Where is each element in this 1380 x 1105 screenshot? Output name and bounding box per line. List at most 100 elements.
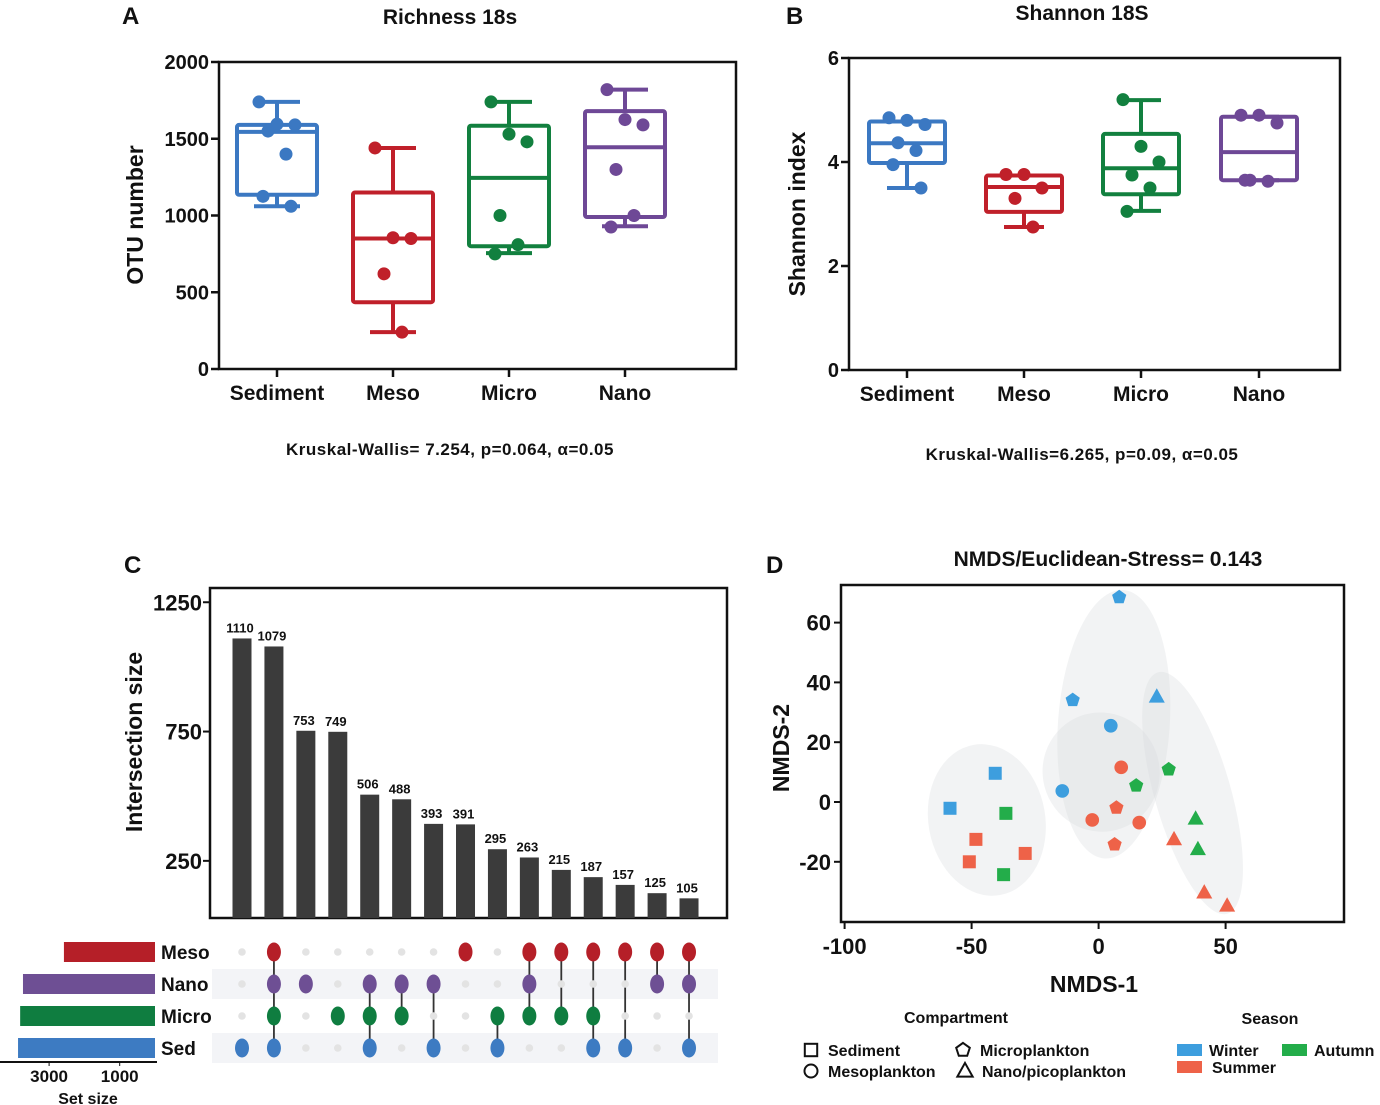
marker-square	[969, 832, 983, 846]
data-point	[368, 141, 382, 155]
marker-square	[988, 766, 1002, 780]
confidence-ellipse	[927, 744, 1046, 896]
marker-circle	[1114, 760, 1129, 775]
matrix-dot-filled	[618, 942, 633, 962]
matrix-dot-filled	[490, 1006, 505, 1026]
matrix-dot-empty	[365, 948, 374, 956]
data-point	[1152, 155, 1166, 169]
panel-b-title: Shannon 18S	[1015, 2, 1148, 25]
bar-value-label: 125	[644, 875, 666, 890]
matrix-dot-filled	[586, 1038, 601, 1058]
y-tick-label: 20	[807, 730, 831, 755]
data-point	[1270, 116, 1284, 130]
data-point	[284, 199, 298, 213]
confidence-ellipse	[1142, 671, 1243, 915]
matrix-dot-filled	[426, 1038, 441, 1058]
bar-value-label: 393	[421, 806, 443, 821]
panel-d-points	[943, 589, 1236, 912]
data-point	[502, 127, 516, 141]
marker-square	[943, 801, 957, 815]
marker-pentagon	[1107, 837, 1122, 851]
panel-label-a: A	[122, 3, 139, 30]
box-iqr	[984, 173, 1064, 214]
plot-frame	[839, 583, 1346, 924]
matrix-dot-empty	[333, 980, 342, 988]
intersection-bar	[487, 849, 507, 918]
marker-pentagon	[1112, 589, 1127, 604]
data-point	[493, 209, 507, 222]
matrix-dot-filled	[266, 1006, 281, 1026]
intersection-bar	[615, 884, 635, 918]
intersection-bar	[647, 893, 667, 918]
panel-b-y-axis-label: Shannon index	[784, 131, 810, 296]
panel-d-plot-area	[839, 583, 1346, 924]
x-tick-label: Meso	[366, 382, 420, 405]
x-tick-label: Meso	[997, 383, 1051, 406]
marker-triangle	[955, 1060, 975, 1078]
bar-value-label: 187	[580, 859, 602, 874]
panel-a-title: Richness 18s	[383, 6, 517, 29]
intersection-bar	[456, 824, 476, 918]
legend-season-swatch	[1177, 1044, 1202, 1056]
matrix-dot-filled	[650, 942, 665, 962]
x-tick-label: -100	[823, 934, 867, 959]
intersection-bar	[264, 646, 284, 918]
data-point	[918, 118, 932, 132]
panel-d-x-ticks: -100 -50 0 50	[823, 922, 1238, 959]
matrix-dot-filled	[586, 942, 601, 962]
matrix-dot-filled	[522, 1006, 537, 1026]
box-iqr	[351, 190, 435, 305]
bar-value-label: 215	[548, 852, 570, 867]
marker-square	[1018, 846, 1032, 860]
matrix-dot-filled	[235, 1038, 249, 1058]
box-micro	[467, 95, 551, 261]
bar-value-label: 263	[517, 839, 539, 854]
legend-compartment-label: Microplankton	[980, 1043, 1089, 1060]
marker-pentagon	[1065, 692, 1080, 707]
x-tick-label: 50	[1213, 934, 1237, 959]
marker-triangle	[1148, 688, 1165, 703]
panel-d-ellipses	[927, 589, 1243, 915]
y-tick-label: 0	[819, 790, 831, 815]
data-point	[1017, 167, 1031, 181]
data-point	[1026, 220, 1040, 234]
intersection-bar	[392, 799, 412, 918]
data-point	[609, 162, 623, 176]
y-tick-label: 750	[165, 720, 202, 745]
data-point	[886, 158, 900, 172]
panel-label-d: D	[766, 552, 783, 579]
y-tick-label: 250	[165, 849, 202, 874]
intersection-bar	[296, 730, 316, 918]
panel-label-c: C	[124, 552, 141, 579]
matrix-dot-empty	[493, 980, 502, 988]
marker-triangle	[1187, 810, 1204, 825]
y-tick-label: 6	[828, 48, 839, 70]
data-point	[386, 231, 400, 245]
marker-triangle	[1219, 897, 1236, 912]
bar-value-label: 295	[485, 831, 507, 846]
matrix-dot-empty	[302, 1012, 310, 1020]
matrix-dot-filled	[650, 974, 665, 994]
data-point	[288, 118, 302, 132]
panel-a-x-ticks: Sediment Meso Micro Nano	[230, 369, 651, 405]
panel-d-y-axis-label: NMDS-2	[768, 704, 794, 792]
marker-triangle	[1196, 884, 1213, 899]
matrix-dot-empty	[238, 948, 246, 956]
matrix-dot-empty	[461, 980, 470, 988]
panel-a-y-ticks: 0 500 1000 1500 2000	[165, 52, 219, 381]
intersection-bar	[232, 638, 252, 918]
set-size-bar	[20, 1006, 156, 1026]
panel-b-shannon: Shannon 18S Shannon index Kruskal-Wallis…	[784, 2, 1342, 464]
matrix-dot-filled	[298, 974, 313, 994]
panel-d-title: NMDS/Euclidean-Stress= 0.143	[954, 548, 1263, 571]
matrix-dot-filled	[554, 942, 569, 962]
matrix-dot-empty	[653, 1012, 661, 1020]
data-point	[1120, 204, 1134, 218]
matrix-dot-filled	[458, 942, 473, 962]
set-size-bar	[22, 974, 156, 994]
set-size-tick-label: 1000	[101, 1067, 139, 1086]
data-point	[279, 147, 293, 161]
set-size-bar	[18, 1038, 156, 1058]
matrix-dot-filled	[362, 1006, 377, 1026]
